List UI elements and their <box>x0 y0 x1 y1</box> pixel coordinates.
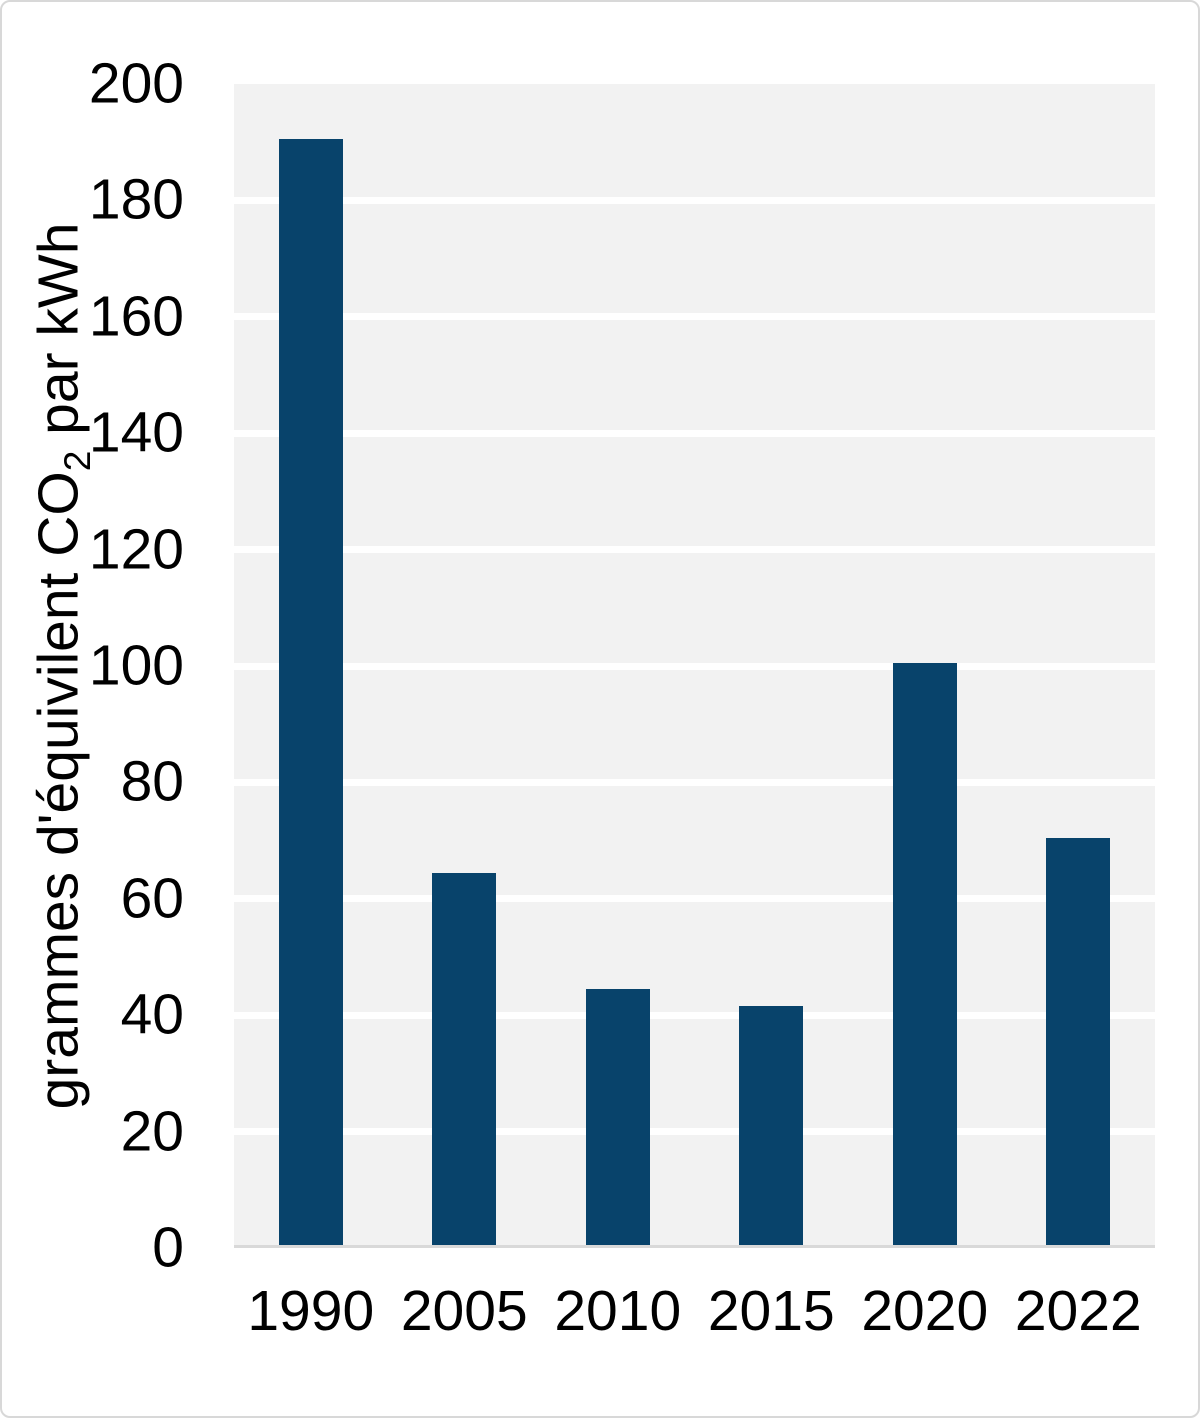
y-tick-label-80: 80 <box>120 749 184 814</box>
gridline-40 <box>234 1011 1155 1019</box>
y-tick-label-160: 160 <box>88 284 184 349</box>
gridline-100 <box>234 662 1155 670</box>
bar-1990 <box>278 139 343 1245</box>
plot-area <box>234 84 1155 1248</box>
x-tick-label-2022: 2022 <box>1014 1279 1142 1343</box>
x-tick-label-2015: 2015 <box>707 1279 835 1343</box>
y-tick-label-20: 20 <box>120 1099 184 1164</box>
gridline-160 <box>234 313 1155 321</box>
gridline-80 <box>234 778 1155 786</box>
bar-2020 <box>892 663 957 1245</box>
gridline-20 <box>234 1128 1155 1136</box>
y-tick-label-200: 200 <box>88 51 184 116</box>
gridline-140 <box>234 429 1155 437</box>
y-tick-label-60: 60 <box>120 866 184 931</box>
bar-2015 <box>739 1006 804 1245</box>
gridline-60 <box>234 895 1155 903</box>
gridline-120 <box>234 546 1155 554</box>
y-tick-label-40: 40 <box>120 982 184 1047</box>
x-tick-label-2010: 2010 <box>554 1279 682 1343</box>
y-tick-label-100: 100 <box>88 633 184 698</box>
bar-2022 <box>1046 837 1111 1245</box>
y-tick-label-120: 120 <box>88 517 184 582</box>
y-tick-label-0: 0 <box>152 1215 184 1280</box>
bar-2010 <box>585 988 650 1245</box>
x-tick-label-2005: 2005 <box>400 1279 528 1343</box>
x-tick-label-2020: 2020 <box>861 1279 989 1343</box>
x-tick-label-1990: 1990 <box>247 1279 375 1343</box>
y-tick-label-140: 140 <box>88 400 184 465</box>
bar-2005 <box>432 872 497 1245</box>
gridline-180 <box>234 196 1155 204</box>
y-tick-label-180: 180 <box>88 167 184 232</box>
